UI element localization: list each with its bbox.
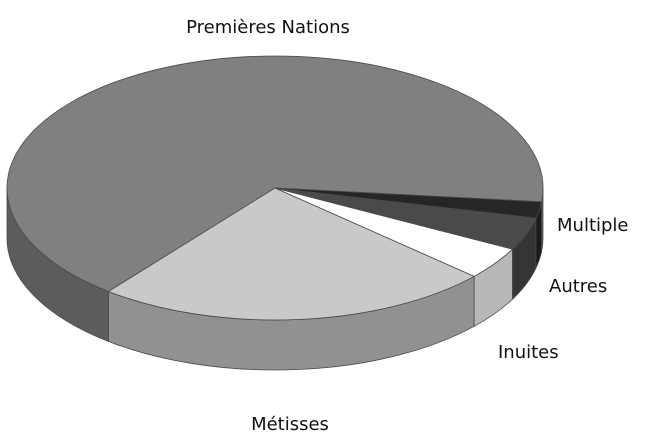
slice-label: Multiple — [557, 215, 629, 236]
slice-label: Inuites — [498, 342, 559, 363]
pie-slice — [274, 187, 542, 219]
slice-label: Autres — [549, 276, 607, 297]
slice-label: Premières Nations — [186, 17, 350, 38]
pie-slice — [6, 55, 544, 292]
pie-slice — [108, 187, 475, 321]
slice-label: Métisses — [251, 414, 329, 435]
